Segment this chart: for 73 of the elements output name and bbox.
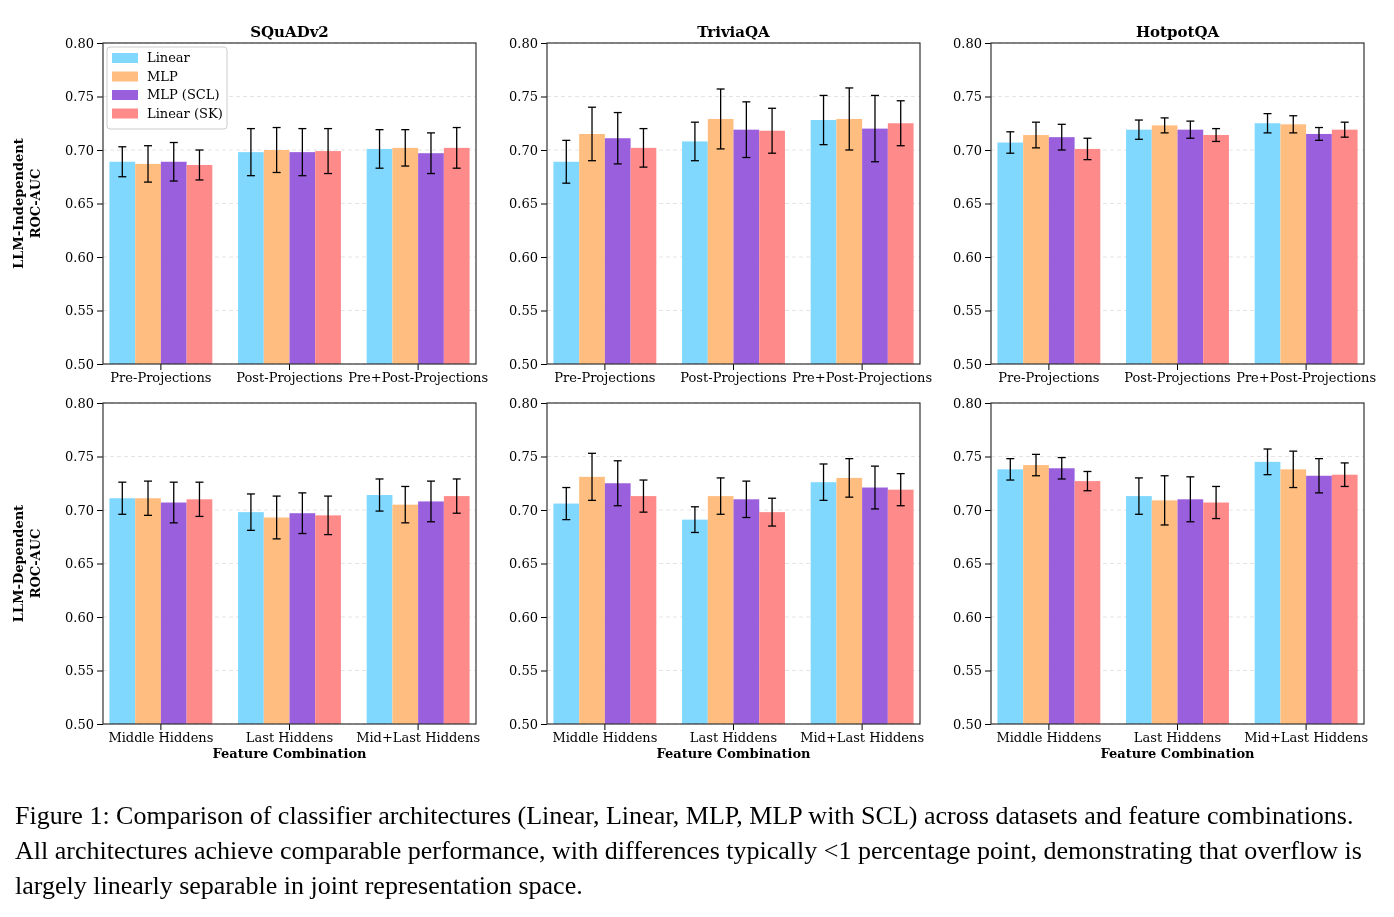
x-tick-label: Mid+Last Hiddens bbox=[356, 730, 481, 746]
y-tick-label: 0.70 bbox=[953, 502, 982, 518]
x-axis-title: Feature Combination bbox=[656, 746, 812, 761]
y-tick-label: 0.50 bbox=[65, 356, 94, 372]
y-tick-label: 0.75 bbox=[953, 89, 982, 105]
y-tick-label: 0.70 bbox=[65, 502, 94, 518]
y-tick-label: 0.80 bbox=[509, 35, 538, 51]
x-tick-label: Pre+Post-Projections bbox=[1236, 370, 1377, 386]
y-tick-label: 0.55 bbox=[509, 303, 538, 319]
y-tick-label: 0.60 bbox=[509, 249, 538, 265]
y-tick-label: 0.65 bbox=[65, 196, 94, 212]
y-tick-label: 0.55 bbox=[953, 663, 982, 679]
x-tick-label: Pre-Projections bbox=[110, 370, 212, 386]
x-tick-label: Pre+Post-Projections bbox=[792, 370, 933, 386]
y-tick-label: 0.80 bbox=[953, 395, 982, 411]
x-tick-label: Post-Projections bbox=[236, 370, 343, 386]
y-axis-title: LLM-Independent ROC-AUC bbox=[11, 138, 43, 269]
y-tick-label: 0.75 bbox=[65, 449, 94, 465]
y-tick-label: 0.65 bbox=[65, 556, 94, 572]
y-tick-label: 0.65 bbox=[953, 196, 982, 212]
y-tick-label: 0.50 bbox=[953, 356, 982, 372]
x-tick-label: Pre-Projections bbox=[554, 370, 656, 386]
y-tick-label: 0.60 bbox=[509, 609, 538, 625]
y-tick-label: 0.70 bbox=[953, 142, 982, 158]
x-tick-label: Last Hiddens bbox=[689, 730, 778, 746]
chart-title: TriviaQA bbox=[697, 23, 771, 41]
y-tick-label: 0.75 bbox=[953, 449, 982, 465]
y-tick-label: 0.65 bbox=[509, 196, 538, 212]
y-tick-label: 0.65 bbox=[953, 556, 982, 572]
x-tick-label: Post-Projections bbox=[680, 370, 787, 386]
legend-label: MLP (SCL) bbox=[147, 87, 220, 102]
x-tick-label: Pre+Post-Projections bbox=[348, 370, 489, 386]
caption: Figure 1: Comparison of classifier architectures (Linear, Linear, MLP, MLP with SCL) across datasets and feature combinations. All architectures achieve comparable performance, with differences typically <1 percentage point, demonstrating that overflow is largely linearly separable in joint representation space. bbox=[15, 801, 1362, 900]
y-tick-label: 0.80 bbox=[953, 35, 982, 51]
x-tick-label: Mid+Last Hiddens bbox=[800, 730, 925, 746]
legend-label: Linear (SK) bbox=[147, 105, 223, 121]
y-tick-label: 0.70 bbox=[509, 142, 538, 158]
legend-label: Linear bbox=[147, 50, 191, 65]
y-tick-label: 0.55 bbox=[65, 303, 94, 319]
y-tick-label: 0.80 bbox=[65, 395, 94, 411]
y-tick-label: 0.60 bbox=[953, 249, 982, 265]
x-tick-label: Middle Hiddens bbox=[996, 730, 1102, 746]
y-tick-label: 0.65 bbox=[509, 556, 538, 572]
y-tick-label: 0.70 bbox=[65, 142, 94, 158]
x-axis-title: Feature Combination bbox=[212, 746, 368, 761]
y-tick-label: 0.50 bbox=[509, 716, 538, 732]
x-tick-label: Mid+Last Hiddens bbox=[1244, 730, 1369, 746]
x-tick-label: Middle Hiddens bbox=[108, 730, 214, 746]
y-tick-label: 0.55 bbox=[509, 663, 538, 679]
y-tick-label: 0.80 bbox=[65, 35, 94, 51]
y-tick-label: 0.55 bbox=[65, 663, 94, 679]
y-tick-label: 0.60 bbox=[953, 609, 982, 625]
x-tick-label: Pre-Projections bbox=[998, 370, 1100, 386]
x-axis-title: Feature Combination bbox=[1100, 746, 1256, 761]
legend-label: MLP bbox=[147, 68, 178, 84]
y-tick-label: 0.80 bbox=[509, 395, 538, 411]
y-tick-label: 0.50 bbox=[953, 716, 982, 732]
chart-title: SQuADv2 bbox=[250, 23, 329, 41]
y-tick-label: 0.60 bbox=[65, 249, 94, 265]
y-tick-label: 0.75 bbox=[509, 449, 538, 465]
y-tick-label: 0.55 bbox=[953, 303, 982, 319]
chart-title: HotpotQA bbox=[1135, 23, 1220, 41]
y-tick-label: 0.50 bbox=[65, 716, 94, 732]
x-tick-label: Last Hiddens bbox=[1133, 730, 1222, 746]
x-tick-label: Last Hiddens bbox=[245, 730, 334, 746]
y-tick-label: 0.50 bbox=[509, 356, 538, 372]
y-axis-title: LLM-Dependent ROC-AUC bbox=[11, 504, 43, 623]
y-tick-label: 0.60 bbox=[65, 609, 94, 625]
y-tick-label: 0.70 bbox=[509, 502, 538, 518]
x-tick-label: Middle Hiddens bbox=[552, 730, 658, 746]
y-tick-label: 0.75 bbox=[509, 89, 538, 105]
x-tick-label: Post-Projections bbox=[1124, 370, 1231, 386]
y-tick-label: 0.75 bbox=[65, 89, 94, 105]
